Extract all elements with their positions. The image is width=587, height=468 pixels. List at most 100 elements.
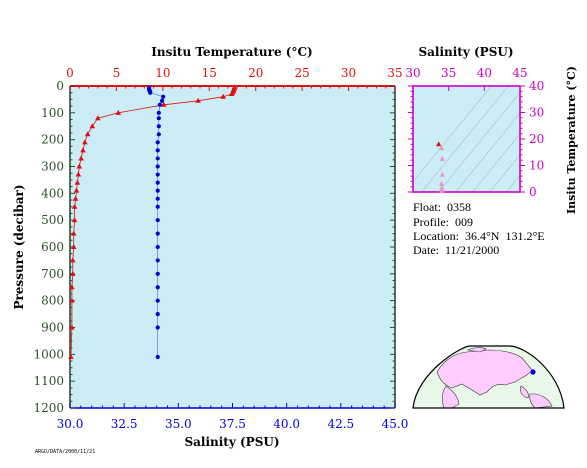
- inset-salinity-tick-label: 40: [477, 66, 492, 80]
- left-axis-title: Pressure (decibar): [12, 184, 26, 309]
- float-location-marker: [530, 369, 536, 375]
- temperature-point: [69, 270, 76, 276]
- pressure-tick-label: 300: [41, 160, 64, 174]
- temperature-point: [228, 91, 235, 97]
- salinity-point: [156, 124, 161, 129]
- salinity-point: [155, 218, 160, 223]
- salinity-point: [156, 110, 161, 115]
- temperature-tick-label: 25: [295, 66, 310, 80]
- salinity-tick-label: 35.0: [165, 417, 192, 431]
- pressure-tick-label: 1000: [33, 347, 64, 361]
- inset-temperature-tick-label: 20: [529, 132, 544, 146]
- temperature-point: [68, 354, 74, 360]
- temperature-point: [71, 203, 78, 209]
- inset-ts-point: [439, 171, 445, 177]
- temperature-point: [76, 163, 83, 169]
- salinity-tick-label: 30.0: [57, 417, 84, 431]
- salinity-tick-label: 40.0: [273, 417, 300, 431]
- salinity-point: [155, 140, 160, 145]
- pressure-tick-label: 1200: [33, 401, 64, 415]
- temperature-point: [75, 171, 82, 177]
- temperature-point: [82, 139, 88, 145]
- salinity-point: [159, 98, 165, 103]
- temperature-tick-label: 0: [66, 66, 74, 80]
- inset-plot-area: [413, 86, 520, 192]
- inset-top-axis-title: Salinity (PSU): [418, 45, 513, 59]
- location-label: Location: 36.4°N 131.2°E: [413, 229, 545, 243]
- profile-label: Profile: 009: [413, 215, 473, 229]
- salinity-point: [155, 231, 160, 236]
- salinity-point: [155, 196, 160, 201]
- temperature-point: [220, 93, 227, 99]
- salinity-point: [156, 116, 161, 121]
- temperature-point: [80, 147, 86, 153]
- salinity-point: [161, 94, 166, 99]
- inset-salinity-tick-label: 30: [405, 66, 420, 80]
- inset-ts-point: [439, 155, 445, 161]
- salinity-point: [157, 102, 163, 107]
- salinity-point: [155, 271, 160, 276]
- temperature-point: [71, 217, 78, 223]
- pressure-tick-label: 0: [56, 79, 64, 93]
- salinity-point: [155, 188, 160, 193]
- salinity-point: [155, 354, 160, 360]
- salinity-point: [155, 311, 160, 317]
- density-contour: [438, 92, 520, 192]
- temperature-point: [73, 187, 80, 193]
- inset-temperature-tick-label: 30: [529, 106, 544, 120]
- temperature-tick-label: 5: [113, 66, 121, 80]
- temperature-point: [72, 195, 79, 201]
- density-contour: [472, 133, 520, 192]
- pressure-tick-label: 1100: [33, 374, 64, 388]
- salinity-point: [155, 285, 160, 290]
- map-outline: [412, 345, 565, 409]
- temperature-point: [69, 284, 75, 290]
- inset-right-axis-title: Insitu Temperature (°C): [565, 66, 578, 214]
- salinity-point: [155, 298, 160, 303]
- top-axis-title: Insitu Temperature (°C): [151, 45, 312, 59]
- pressure-tick-label: 600: [41, 240, 64, 254]
- inset-salinity-tick-label: 45: [512, 66, 527, 80]
- temperature-tick-label: 15: [202, 66, 217, 80]
- salinity-point: [155, 244, 160, 250]
- density-contour: [489, 154, 520, 192]
- temperature-point: [195, 97, 201, 103]
- temperature-point: [115, 109, 122, 115]
- inset-ts-point: [438, 181, 445, 187]
- temperature-point: [160, 101, 167, 107]
- pressure-tick-label: 400: [41, 186, 64, 200]
- temperature-point: [69, 257, 76, 263]
- pressure-tick-label: 500: [41, 213, 64, 227]
- temperature-point: [95, 115, 101, 121]
- salinity-point: [155, 172, 160, 177]
- temperature-point: [84, 131, 91, 137]
- salinity-point: [155, 258, 160, 263]
- inset-ts-point: [436, 141, 442, 147]
- float-label: Float: 0358: [413, 200, 472, 214]
- salinity-point: [155, 164, 160, 169]
- salinity-point: [155, 204, 160, 209]
- density-contour: [506, 175, 520, 192]
- salinity-point: [155, 148, 160, 153]
- inset-salinity-tick-label: 35: [441, 66, 456, 80]
- density-contour: [455, 112, 520, 192]
- inset-ts-point: [439, 187, 445, 193]
- temperature-tick-label: 10: [155, 66, 170, 80]
- salinity-tick-label: 45.0: [382, 417, 409, 431]
- main-plot-area: [70, 86, 395, 408]
- salinity-point: [155, 180, 160, 185]
- pressure-tick-label: 700: [41, 267, 64, 281]
- main-chart: 0100200300400500600700800900100011001200…: [12, 45, 408, 449]
- temperature-point: [69, 297, 75, 303]
- pressure-tick-label: 200: [41, 133, 64, 147]
- salinity-tick-label: 37.5: [219, 417, 246, 431]
- inset-ts-point: [438, 145, 445, 151]
- temperature-point: [78, 155, 84, 161]
- bottom-axis-title: Salinity (PSU): [184, 435, 279, 449]
- temperature-tick-label: 35: [387, 66, 402, 80]
- temperature-point: [89, 123, 96, 129]
- stamp-text: ARGO/DATA/2000/11/21: [35, 449, 96, 455]
- salinity-tick-label: 42.5: [327, 417, 354, 431]
- inset-temperature-tick-label: 0: [529, 185, 537, 199]
- temperature-tick-label: 30: [341, 66, 356, 80]
